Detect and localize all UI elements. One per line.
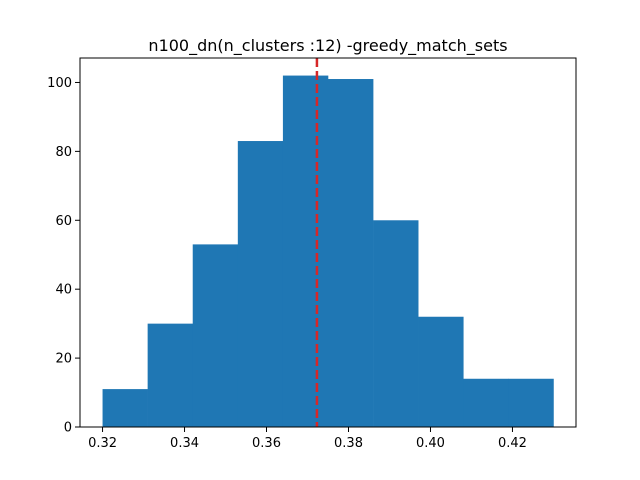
x-tick-label: 0.32 xyxy=(88,436,117,451)
histogram-bar xyxy=(282,75,329,427)
x-tick-label: 0.38 xyxy=(334,436,363,451)
x-tick-label: 0.36 xyxy=(252,436,281,451)
y-tick-label: 100 xyxy=(47,76,72,91)
y-tick-label: 20 xyxy=(55,352,72,367)
y-tick-label: 40 xyxy=(55,283,72,298)
histogram-bar xyxy=(373,220,419,427)
x-tick-label: 0.42 xyxy=(498,436,527,451)
plot-frame xyxy=(79,57,577,428)
chart-title: n100_dn(n_clusters :12) -greedy_match_se… xyxy=(148,36,507,56)
histogram-bar xyxy=(418,316,464,427)
x-tick-label: 0.40 xyxy=(416,436,445,451)
histogram-bar xyxy=(147,323,194,427)
y-tick-label: 60 xyxy=(55,214,72,229)
histogram-bar xyxy=(102,389,148,427)
x-tick-label: 0.34 xyxy=(170,436,199,451)
y-tick-label: 80 xyxy=(55,145,72,160)
histogram-bar xyxy=(328,79,374,428)
y-axis: 0 20 40 60 80 100 xyxy=(47,76,80,436)
x-axis: 0.32 0.34 0.36 0.38 0.40 0.42 xyxy=(88,427,527,451)
histogram-bar xyxy=(192,244,239,427)
histogram-bar xyxy=(508,378,554,427)
histogram-bar xyxy=(237,141,284,427)
histogram-bar xyxy=(463,378,509,427)
y-tick-label: 0 xyxy=(64,421,72,436)
bars-group xyxy=(102,75,554,428)
